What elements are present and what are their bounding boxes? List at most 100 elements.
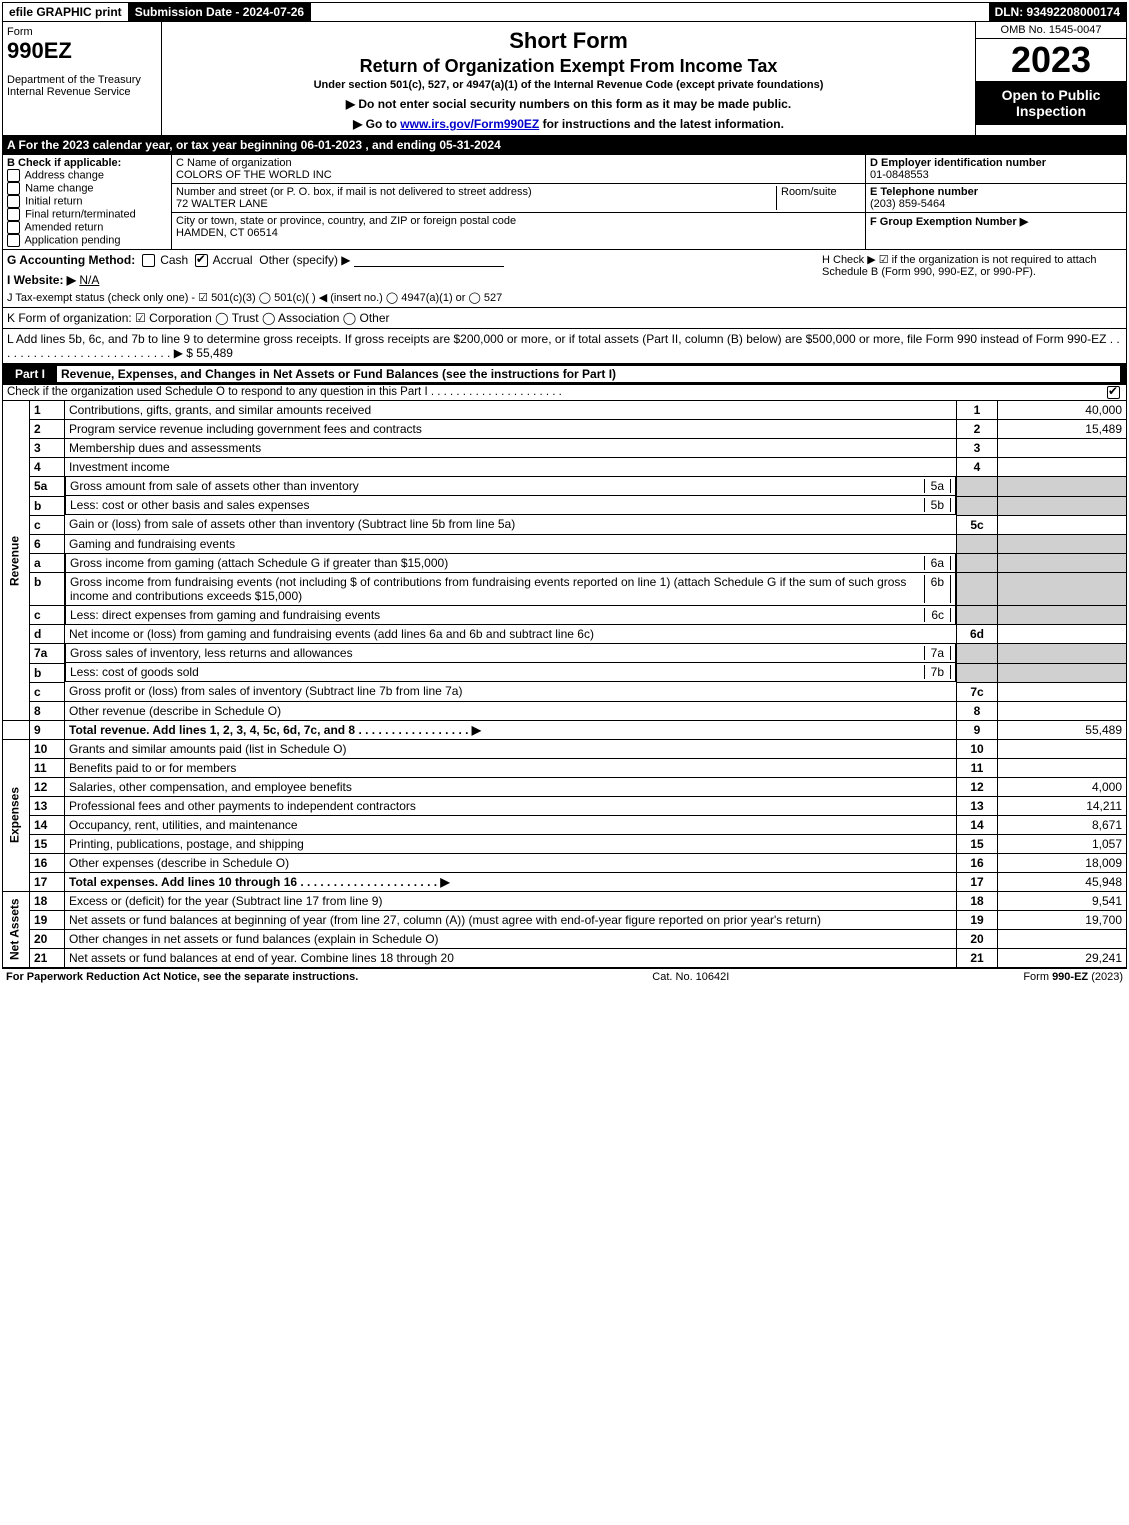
c-city-label: City or town, state or province, country…: [176, 215, 516, 227]
chk-cash[interactable]: [142, 254, 155, 267]
c-room-label: Room/suite: [781, 186, 837, 198]
chk-initial-return[interactable]: [7, 195, 20, 208]
chk-application-pending[interactable]: [7, 234, 20, 247]
block-bcdef: B Check if applicable: Address change Na…: [2, 155, 1127, 250]
line-19-desc: Net assets or fund balances at beginning…: [65, 910, 957, 929]
line-5c-desc: Gain or (loss) from sale of assets other…: [65, 515, 957, 534]
chk-final-return[interactable]: [7, 208, 20, 221]
line-13-desc: Professional fees and other payments to …: [65, 796, 957, 815]
section-h: H Check ▶ ☑ if the organization is not r…: [822, 253, 1122, 304]
line-2-desc: Program service revenue including govern…: [65, 420, 957, 439]
footer-right: Form 990-EZ (2023): [1023, 971, 1123, 983]
section-l: L Add lines 5b, 6c, and 7b to line 9 to …: [2, 329, 1127, 364]
line-9-desc: Total revenue. Add lines 1, 2, 3, 4, 5c,…: [65, 720, 957, 739]
line-16-amt: 18,009: [998, 853, 1127, 872]
org-street: 72 WALTER LANE: [176, 198, 268, 210]
line-15-amt: 1,057: [998, 834, 1127, 853]
line-6d-desc: Net income or (loss) from gaming and fun…: [65, 625, 957, 644]
revenue-section-label: Revenue: [3, 401, 30, 720]
line-12-desc: Salaries, other compensation, and employ…: [65, 777, 957, 796]
footer-left: For Paperwork Reduction Act Notice, see …: [6, 971, 358, 983]
c-street-label: Number and street (or P. O. box, if mail…: [176, 186, 532, 198]
instr-link: ▶ Go to www.irs.gov/Form990EZ for instru…: [166, 117, 971, 131]
line-7b-desc: Less: cost of goods sold: [70, 665, 924, 679]
chk-address-change[interactable]: [7, 169, 20, 182]
line-2-amt: 15,489: [998, 420, 1127, 439]
efile-label: efile GRAPHIC print: [3, 3, 129, 21]
line-5a-desc: Gross amount from sale of assets other t…: [70, 479, 924, 493]
header-right: OMB No. 1545-0047 2023 Open to Public In…: [975, 22, 1126, 135]
line-10-desc: Grants and similar amounts paid (list in…: [65, 739, 957, 758]
tax-year: 2023: [976, 39, 1126, 81]
line-21-amt: 29,241: [998, 948, 1127, 967]
footer: For Paperwork Reduction Act Notice, see …: [2, 968, 1127, 985]
form-word: Form: [7, 26, 157, 38]
form-header: Form 990EZ Department of the Treasury In…: [2, 22, 1127, 136]
line-11-desc: Benefits paid to or for members: [65, 758, 957, 777]
line-7c-desc: Gross profit or (loss) from sales of inv…: [65, 682, 957, 701]
org-name: COLORS OF THE WORLD INC: [176, 169, 332, 181]
section-c: C Name of organization COLORS OF THE WOR…: [172, 155, 865, 249]
line-18-desc: Excess or (deficit) for the year (Subtra…: [65, 891, 957, 910]
line-13-amt: 14,211: [998, 796, 1127, 815]
line-14-amt: 8,671: [998, 815, 1127, 834]
irs-link[interactable]: www.irs.gov/Form990EZ: [400, 117, 539, 131]
dln: DLN: 93492208000174: [989, 3, 1126, 21]
line-6-desc: Gaming and fundraising events: [65, 534, 957, 553]
header-mid: Short Form Return of Organization Exempt…: [162, 22, 975, 135]
line-6b-desc: Gross income from fundraising events (no…: [70, 575, 924, 603]
expenses-section-label: Expenses: [3, 739, 30, 891]
i-label: I Website: ▶: [7, 273, 76, 287]
dept-label: Department of the Treasury Internal Reve…: [7, 74, 157, 98]
lines-table: Revenue 1Contributions, gifts, grants, a…: [2, 401, 1127, 968]
part-i-label: Part I: [9, 367, 51, 381]
chk-schedule-o[interactable]: [1107, 386, 1120, 399]
line-17-desc: Total expenses. Add lines 10 through 16 …: [65, 872, 957, 891]
chk-name-change[interactable]: [7, 182, 20, 195]
website-value: N/A: [79, 273, 99, 287]
f-label: F Group Exemption Number ▶: [870, 216, 1028, 228]
line-3-desc: Membership dues and assessments: [65, 439, 957, 458]
title-return: Return of Organization Exempt From Incom…: [166, 56, 971, 77]
phone-value: (203) 859-5464: [870, 198, 945, 210]
line-16-desc: Other expenses (describe in Schedule O): [65, 853, 957, 872]
chk-accrual[interactable]: [195, 254, 208, 267]
header-left: Form 990EZ Department of the Treasury In…: [3, 22, 162, 135]
line-4-desc: Investment income: [65, 458, 957, 477]
line-14-desc: Occupancy, rent, utilities, and maintena…: [65, 815, 957, 834]
c-name-label: C Name of organization: [176, 157, 292, 169]
subtitle: Under section 501(c), 527, or 4947(a)(1)…: [166, 79, 971, 91]
line-5b-desc: Less: cost or other basis and sales expe…: [70, 498, 924, 512]
org-city: HAMDEN, CT 06514: [176, 227, 278, 239]
gross-receipts: 55,489: [196, 346, 233, 360]
other-specify-input[interactable]: [354, 254, 504, 267]
line-6a-desc: Gross income from gaming (attach Schedul…: [70, 556, 924, 570]
g-label: G Accounting Method:: [7, 253, 135, 267]
line-20-desc: Other changes in net assets or fund bala…: [65, 929, 957, 948]
line-9-amt: 55,489: [998, 720, 1127, 739]
section-a: A For the 2023 calendar year, or tax yea…: [2, 136, 1127, 155]
line-12-amt: 4,000: [998, 777, 1127, 796]
title-short-form: Short Form: [166, 28, 971, 54]
ein-value: 01-0848553: [870, 169, 929, 181]
line-6c-desc: Less: direct expenses from gaming and fu…: [70, 608, 924, 622]
chk-amended-return[interactable]: [7, 221, 20, 234]
line-18-amt: 9,541: [998, 891, 1127, 910]
line-7a-desc: Gross sales of inventory, less returns a…: [70, 646, 924, 660]
form-number: 990EZ: [7, 38, 157, 64]
j-tax-exempt: J Tax-exempt status (check only one) - ☑…: [7, 291, 822, 304]
line-1-desc: Contributions, gifts, grants, and simila…: [65, 401, 957, 420]
footer-cat: Cat. No. 10642I: [358, 971, 1023, 983]
instr-ssn: ▶ Do not enter social security numbers o…: [166, 97, 971, 111]
line-17-amt: 45,948: [998, 872, 1127, 891]
netassets-section-label: Net Assets: [3, 891, 30, 967]
submission-date: Submission Date - 2024-07-26: [129, 3, 311, 21]
line-8-desc: Other revenue (describe in Schedule O): [65, 701, 957, 720]
d-label: D Employer identification number: [870, 157, 1046, 169]
line-1-amt: 40,000: [998, 401, 1127, 420]
top-bar: efile GRAPHIC print Submission Date - 20…: [2, 2, 1127, 22]
omb-number: OMB No. 1545-0047: [976, 22, 1126, 39]
line-15-desc: Printing, publications, postage, and shi…: [65, 834, 957, 853]
section-ghij: G Accounting Method: Cash Accrual Other …: [2, 250, 1127, 308]
part-i-desc: Revenue, Expenses, and Changes in Net As…: [57, 366, 1120, 382]
